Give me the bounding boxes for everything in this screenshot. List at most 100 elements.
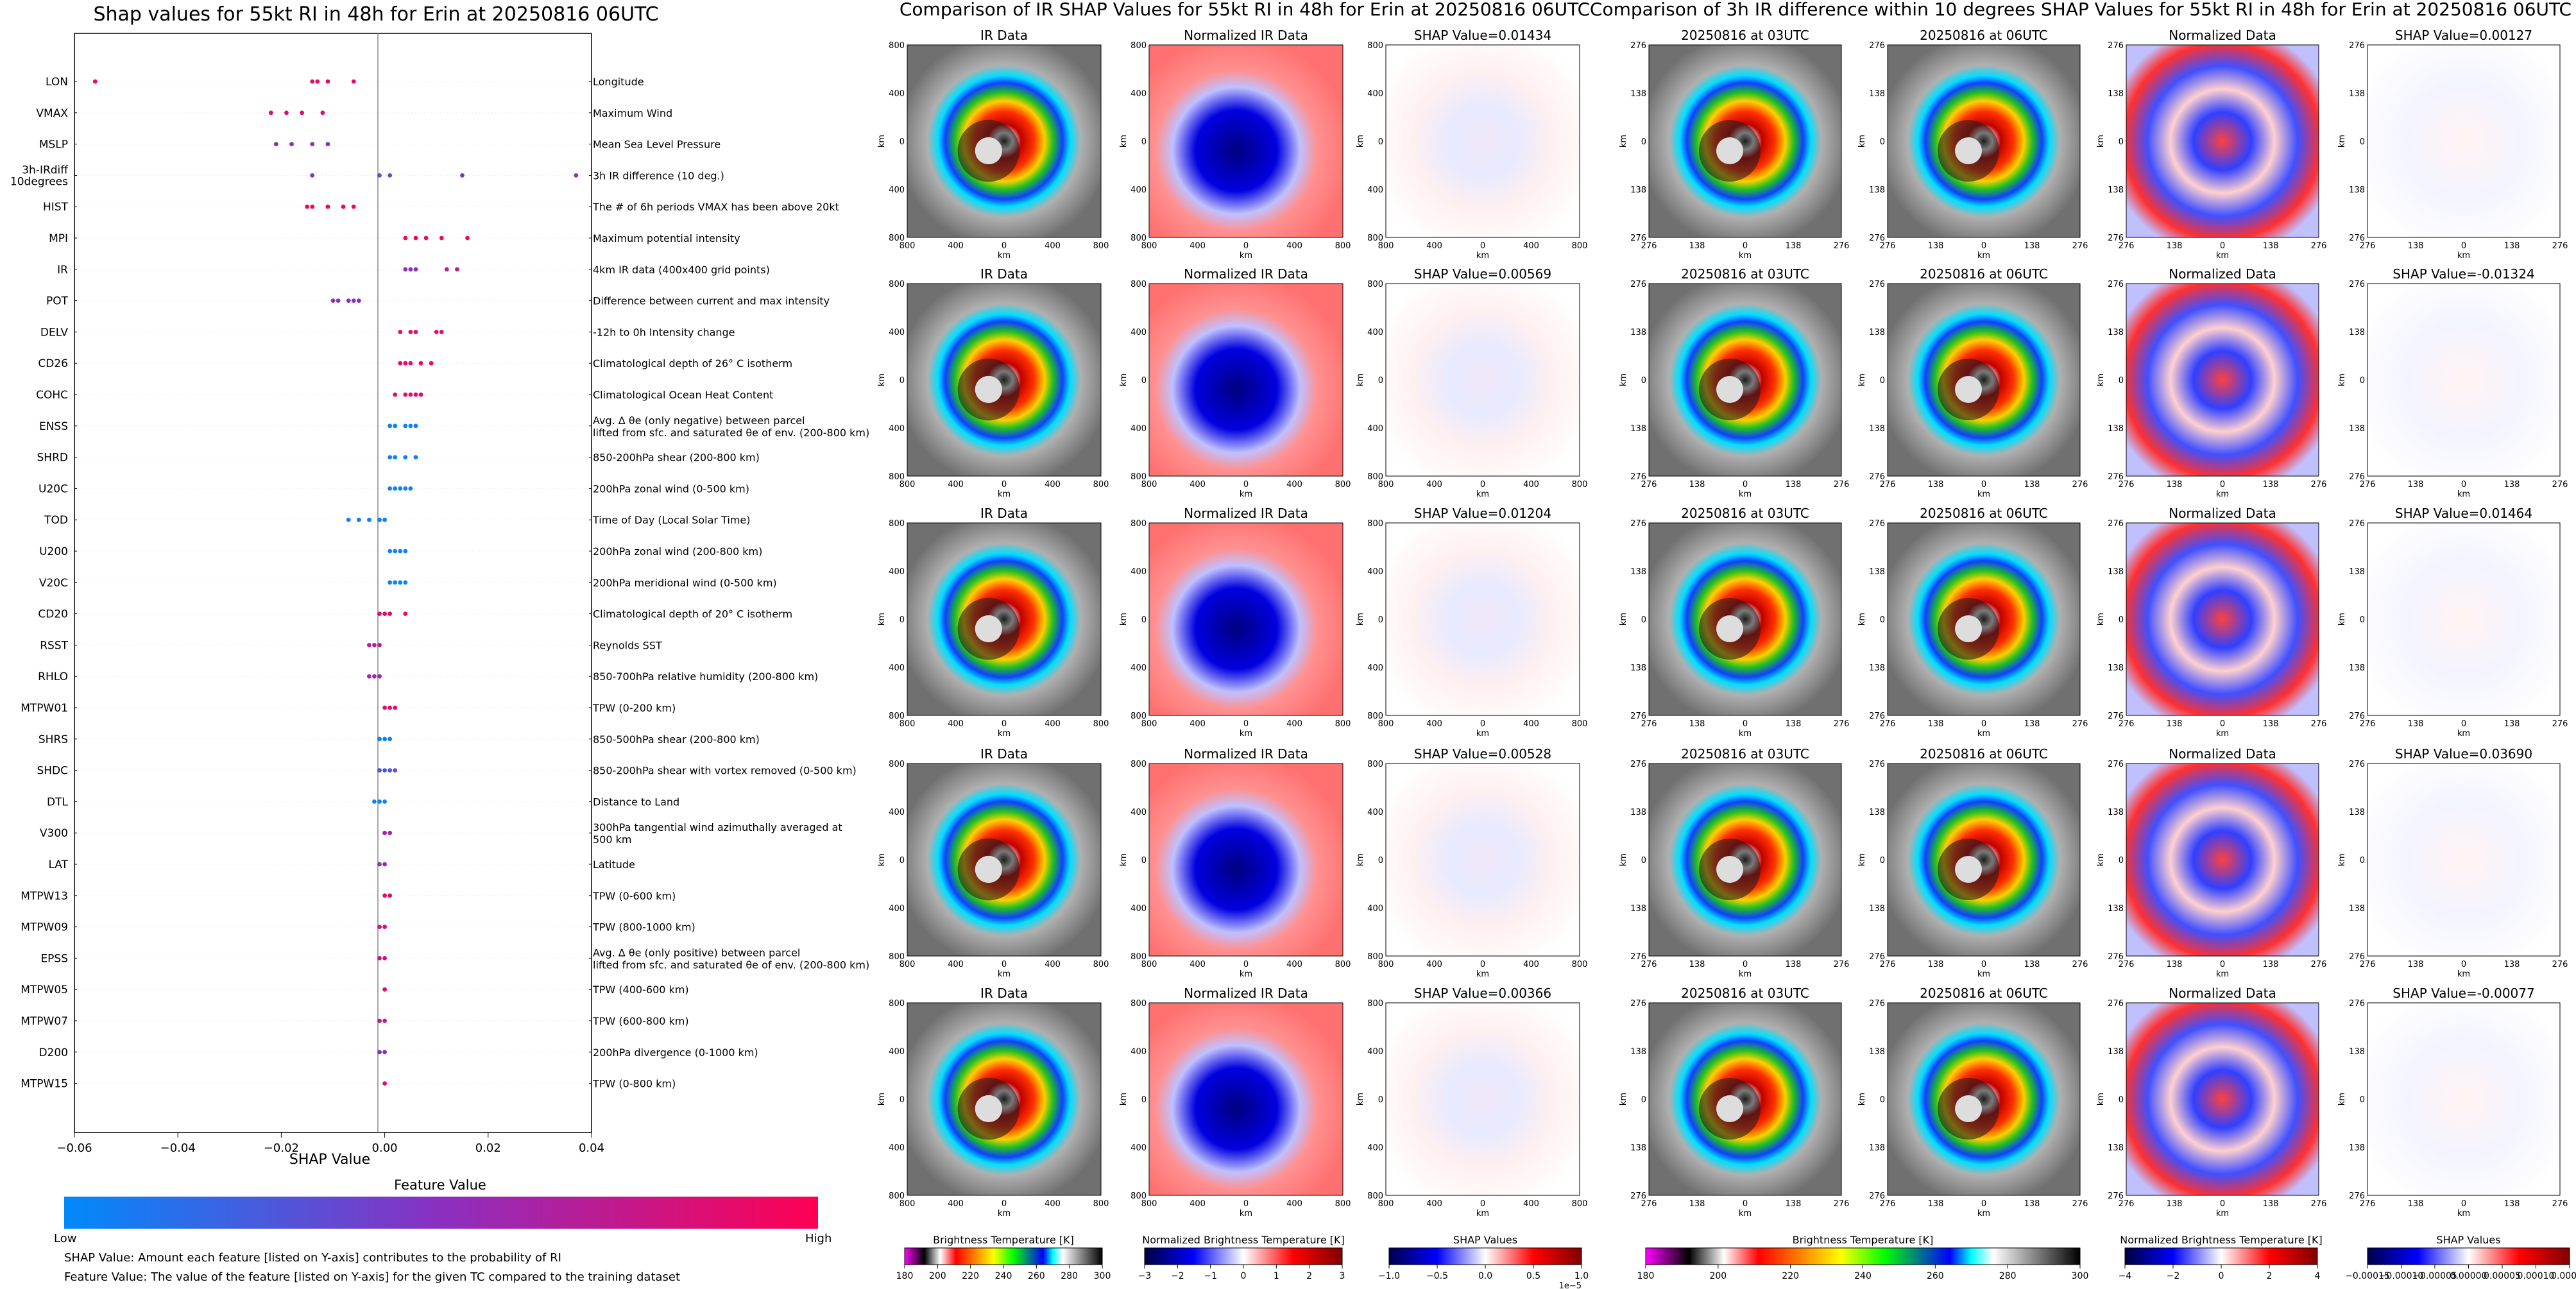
x-tick-label: 276 bbox=[1834, 480, 1850, 490]
panel-image bbox=[1385, 283, 1580, 477]
x-tick-label: 276 bbox=[2552, 480, 2568, 490]
feature-description: 850-200hPa shear with vortex removed (0-… bbox=[593, 765, 857, 777]
shap-point bbox=[325, 142, 330, 147]
shap-point bbox=[388, 830, 393, 835]
feature-description: 850-200hPa shear (200-800 km) bbox=[593, 452, 760, 464]
x-tick-label: 400 bbox=[948, 1199, 964, 1209]
x-tick-label: 0 bbox=[1480, 480, 1485, 490]
colorbar: SHAP Values −1.0 −0.5 0.0 0.5 1.01e−5 bbox=[1378, 1234, 1589, 1289]
shap-point bbox=[388, 549, 393, 554]
y-tick-label: 0 bbox=[900, 137, 905, 147]
image-panel-bt: 20250816 at 06UTC 276 276 138 138 0 0 138 138 276… bbox=[1857, 506, 2088, 738]
y-tick-label: 800 bbox=[1367, 1191, 1383, 1201]
shap-point bbox=[413, 455, 418, 459]
y-axis-unit: km bbox=[2337, 853, 2347, 866]
feature-code-label: SHRD bbox=[37, 452, 68, 465]
feature-row: TOD Time of Day (Local Solar Time) bbox=[44, 514, 750, 527]
x-axis-unit: km bbox=[998, 251, 1011, 260]
x-tick-label: 0 bbox=[2220, 719, 2225, 729]
x-tick-label: 400 bbox=[1426, 480, 1442, 490]
feature-code-label: HIST bbox=[43, 201, 69, 214]
x-axis-unit: km bbox=[1977, 490, 1990, 499]
y-tick-label: 276 bbox=[1869, 999, 1885, 1009]
y-axis-unit: km bbox=[2096, 373, 2106, 386]
y-tick-label: 800 bbox=[889, 1191, 905, 1201]
feature-description: Avg. Δ θe (only negative) between parcel… bbox=[593, 414, 869, 439]
x-tick-label: 0 bbox=[1002, 1199, 1007, 1209]
shap-point bbox=[388, 705, 393, 710]
storm-core bbox=[1955, 137, 1982, 164]
y-tick-label: 800 bbox=[1367, 519, 1383, 529]
y-tick-label: 138 bbox=[1869, 1047, 1885, 1057]
x-tick-label: 400 bbox=[1523, 1199, 1539, 1209]
x-axis-unit: km bbox=[1739, 729, 1752, 738]
x-tick-label: 0 bbox=[1002, 960, 1007, 969]
panel-title: SHAP Value=0.01434 bbox=[1414, 28, 1551, 43]
y-tick-label: 138 bbox=[1630, 1143, 1646, 1153]
shap-point bbox=[325, 79, 330, 84]
x-tick-label: 400 bbox=[1426, 719, 1442, 729]
y-tick-label: 400 bbox=[1367, 808, 1383, 817]
x-tick-label: 0 bbox=[2461, 241, 2466, 251]
x-tick-label: 138 bbox=[2408, 480, 2424, 490]
image-panel-shap: SHAP Value=0.00528 800 800 400 400 0 0 400 400 80… bbox=[1356, 746, 1587, 979]
feature-row: SHDC 850-200hPa shear with vortex removed… bbox=[37, 765, 856, 778]
y-tick-label: 800 bbox=[1130, 712, 1147, 721]
panel-title: 20250816 at 06UTC bbox=[1920, 266, 2048, 282]
y-axis-unit: km bbox=[1619, 373, 1628, 386]
y-tick-label: 0 bbox=[1141, 615, 1147, 625]
colorbar-tick-label: −4 bbox=[2119, 1271, 2132, 1281]
colorbar-tick-label: 2 bbox=[2267, 1271, 2273, 1281]
shap-point bbox=[455, 267, 459, 272]
y-tick-label: 400 bbox=[1367, 1047, 1383, 1057]
colorbar-tick-label: 200 bbox=[1709, 1271, 1727, 1281]
x-tick-label: 276 bbox=[2072, 719, 2088, 729]
feature-code-label: IR bbox=[57, 264, 68, 277]
x-tick-label: 138 bbox=[1928, 1199, 1944, 1209]
shap-point bbox=[382, 705, 387, 710]
y-tick-label: 400 bbox=[1367, 663, 1383, 673]
image-panel-bt: 20250816 at 03UTC 276 276 138 138 0 0 138 138 276… bbox=[1619, 266, 1849, 499]
x-tick-label: 138 bbox=[1689, 1199, 1705, 1209]
y-tick-label: 800 bbox=[1367, 41, 1383, 51]
y-tick-label: 0 bbox=[1880, 1095, 1885, 1105]
y-tick-label: 138 bbox=[2349, 328, 2365, 337]
x-tick-label: 400 bbox=[1523, 960, 1539, 969]
storm-core bbox=[1955, 1095, 1982, 1122]
colorbar-tick-label: 180 bbox=[896, 1271, 914, 1281]
colorbar-tick-label: 260 bbox=[1927, 1271, 1944, 1281]
x-tick-label: 138 bbox=[2024, 719, 2040, 729]
shap-point bbox=[351, 298, 356, 303]
y-tick-label: 138 bbox=[1869, 663, 1885, 673]
y-tick-label: 800 bbox=[889, 519, 905, 529]
x-tick-label: 276 bbox=[2072, 960, 2088, 969]
image-panel-ndiff: Normalized Data2762761381380013813827627… bbox=[2096, 746, 2326, 979]
feature-row: MTPW13 TPW (0-600 km) bbox=[21, 890, 676, 903]
y-axis-unit: km bbox=[2337, 373, 2347, 386]
feature-description: Longitude bbox=[593, 76, 644, 88]
x-axis-unit: km bbox=[1240, 1209, 1252, 1218]
x-axis-unit: km bbox=[2457, 251, 2470, 260]
x-tick-label: 400 bbox=[1045, 719, 1061, 729]
y-tick-label: 800 bbox=[1367, 952, 1383, 962]
y-tick-label: 276 bbox=[2349, 952, 2365, 962]
y-tick-label: 800 bbox=[1130, 1191, 1147, 1201]
x-tick-label: 276 bbox=[2552, 719, 2568, 729]
x-axis-unit: km bbox=[1739, 490, 1752, 499]
feature-row: CD26 Climatological depth of 26° C isothe… bbox=[38, 357, 792, 370]
feature-code-label: RHLO bbox=[38, 670, 68, 683]
feature-row: V300 300hPa tangential wind azimuthally a… bbox=[40, 821, 842, 846]
colorbar-tick-label: 220 bbox=[962, 1271, 979, 1281]
y-tick-label: 276 bbox=[1630, 280, 1646, 289]
y-tick-label: 276 bbox=[1630, 760, 1646, 769]
colorbar-gradient bbox=[1645, 1247, 2081, 1265]
y-tick-label: 800 bbox=[889, 280, 905, 289]
x-tick-label: 0 bbox=[2461, 719, 2466, 729]
shap-point bbox=[408, 486, 413, 491]
colorbar-gradient bbox=[1144, 1247, 1343, 1265]
colorbar: Normalized Brightness Temperature [K] −4 −… bbox=[2119, 1234, 2323, 1281]
x-axis-unit: km bbox=[2216, 729, 2229, 738]
x-tick-label: 276 bbox=[2311, 719, 2327, 729]
shap-point bbox=[388, 768, 393, 773]
